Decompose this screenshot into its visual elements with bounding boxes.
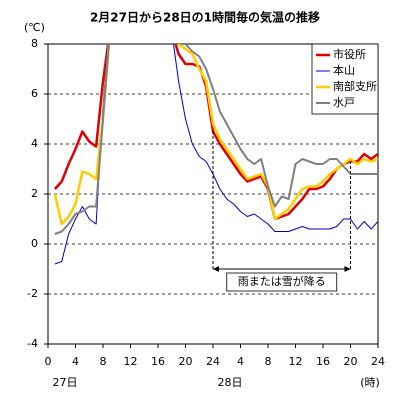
series-line [54, 44, 378, 235]
x-tick-label: 12 [124, 355, 138, 368]
annotation-text: 雨または雪が降る [238, 274, 326, 288]
x-unit: (時) [360, 376, 380, 389]
x-tick-label: 4 [72, 355, 79, 368]
x-tick-label: 24 [206, 355, 220, 368]
series-line [54, 44, 378, 265]
x-tick-label: 16 [316, 355, 330, 368]
legend-label: 水戸 [333, 96, 355, 109]
x-tick-label: 24 [371, 355, 385, 368]
annotation-box [226, 272, 338, 292]
plot-area [53, 44, 378, 265]
series-line [53, 44, 378, 221]
day-label: 28日 [218, 376, 243, 389]
x-tick-label: 8 [265, 355, 272, 368]
x-tick-label: 4 [237, 355, 244, 368]
x-tick-label: 20 [179, 355, 193, 368]
plot-frame [47, 43, 379, 345]
y-tick-label: 4 [31, 137, 38, 150]
x-tick-label: 20 [344, 355, 358, 368]
y-tick-label: -4 [27, 337, 38, 350]
chart-title: 2月27日から28日の1時間毎の気温の推移 [90, 10, 320, 25]
y-tick-label: 8 [31, 37, 38, 50]
legend-label: 南部支所 [333, 79, 377, 93]
x-tick-label: 0 [45, 355, 52, 368]
x-tick-label: 12 [289, 355, 303, 368]
y-tick-label: -2 [27, 287, 38, 300]
y-tick-label: 6 [31, 87, 38, 100]
day-label: 27日 [53, 376, 78, 389]
legend-label: 本山 [333, 63, 355, 77]
x-tick-label: 8 [100, 355, 107, 368]
x-tick-label: 16 [151, 355, 165, 368]
y-tick-label: 0 [31, 237, 38, 250]
y-tick-label: 2 [31, 187, 38, 200]
y-unit: (℃) [24, 21, 45, 34]
legend-label: 市役所 [333, 47, 366, 61]
